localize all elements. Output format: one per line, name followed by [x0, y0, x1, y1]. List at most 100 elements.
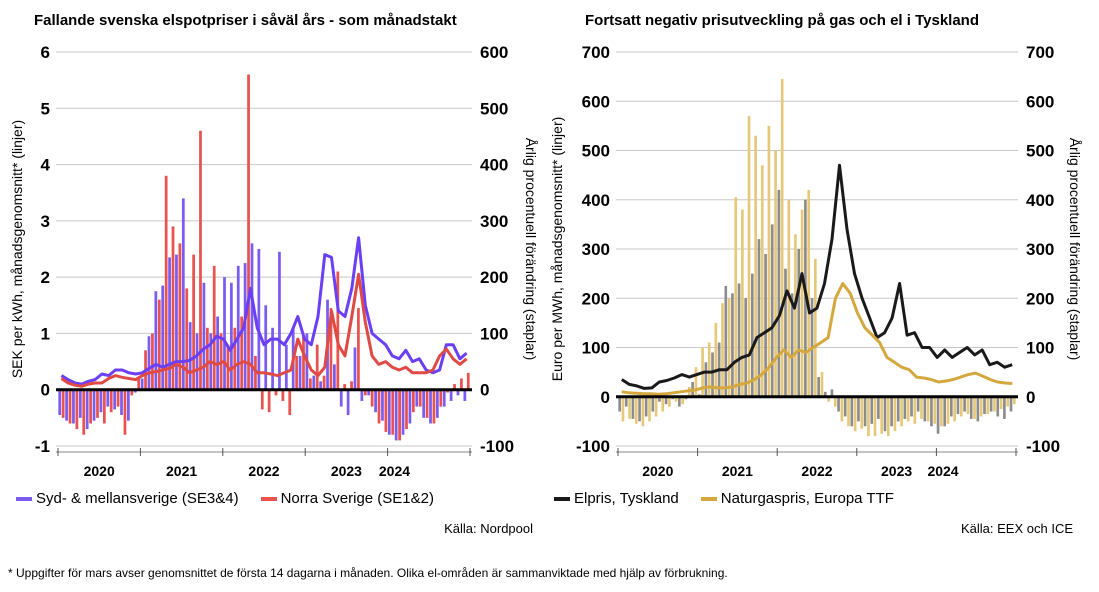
bar [963, 396, 966, 412]
y2-tick-label: 600 [480, 43, 508, 62]
y-tick-label: -1 [35, 437, 50, 456]
bar [661, 396, 665, 412]
bar [343, 384, 347, 390]
bar [956, 396, 960, 414]
bar [130, 389, 134, 396]
bar [817, 377, 820, 397]
bar [92, 389, 96, 421]
bar [916, 396, 920, 412]
y2-tick-label: -100 [1026, 437, 1060, 456]
bar [993, 396, 996, 412]
y2-tick-label: 400 [480, 156, 508, 175]
bar [350, 381, 353, 390]
bar [940, 396, 943, 427]
y-tick-label: 400 [582, 191, 610, 210]
bar [339, 389, 343, 407]
bar [794, 234, 797, 397]
bar [734, 197, 738, 397]
bar [312, 375, 316, 390]
bar [737, 283, 741, 397]
bar [724, 285, 728, 397]
bar [966, 396, 970, 414]
bar [727, 298, 731, 397]
x-tick-label: 2024 [379, 463, 410, 479]
x-tick-label: 2022 [248, 463, 279, 479]
bar [415, 389, 419, 407]
bar [873, 396, 877, 437]
bar [284, 344, 288, 390]
bar [370, 389, 374, 407]
bar [969, 396, 973, 419]
bar [137, 378, 141, 390]
bar [843, 396, 847, 417]
bar [436, 389, 439, 418]
bar [106, 389, 110, 407]
bar [185, 288, 189, 390]
bar [1006, 396, 1010, 407]
bar [367, 389, 371, 396]
y-tick-label: 2 [41, 268, 50, 287]
bar [923, 396, 927, 422]
bar [381, 389, 384, 421]
chart-left-panel: Fallande svenska elspotpriser i såväl år… [0, 0, 545, 545]
legend-swatch-elpris [554, 496, 570, 501]
bar [65, 389, 68, 421]
bar [195, 333, 199, 390]
bar [233, 327, 237, 390]
bar [411, 389, 415, 413]
y-axis-label: SEK per kWh, månadsgenomsnitt* (linjer) [9, 120, 25, 378]
x-tick-label: 2020 [84, 463, 115, 479]
bar [678, 396, 681, 407]
bar [624, 396, 628, 407]
bar [857, 396, 860, 422]
bar [618, 396, 621, 412]
bar [860, 396, 864, 429]
bar [983, 396, 986, 414]
bar [774, 150, 777, 397]
y-axis-label: Euro per MWh, månadsgenomsnitt* (linjer) [549, 117, 565, 382]
bar [840, 396, 844, 422]
bar [315, 344, 319, 390]
bar [757, 239, 761, 397]
x-tick-label: 2023 [881, 463, 912, 479]
legend: Elpris, Tyskland Naturgaspris, Europa TT… [554, 490, 916, 507]
bar [999, 396, 1003, 410]
bar [236, 265, 240, 390]
bar [877, 396, 880, 419]
bar [880, 396, 884, 434]
bar [644, 396, 648, 417]
bar [797, 249, 801, 397]
bar [230, 282, 233, 390]
bar [278, 251, 281, 390]
bar [322, 375, 326, 390]
bar [704, 362, 708, 397]
bar [432, 389, 436, 424]
bar [453, 384, 456, 390]
series-line [60, 236, 468, 386]
y2-tick-label: 600 [1026, 92, 1054, 111]
bar [164, 175, 168, 390]
bar [979, 396, 983, 417]
y2-tick-label: 200 [480, 268, 508, 287]
bar [674, 396, 678, 402]
bar [264, 305, 268, 390]
y2-axis-label: Årlig procentuell förändring (staplar) [1067, 138, 1083, 361]
y-tick-label: 200 [582, 289, 610, 308]
bar [986, 396, 990, 414]
bar [216, 316, 220, 390]
series-line [60, 272, 468, 388]
x-tick-label: 2023 [331, 463, 362, 479]
bar [883, 396, 887, 432]
bar [442, 389, 446, 407]
bar [920, 396, 923, 419]
bar [336, 271, 340, 390]
bar [82, 389, 86, 435]
bar [192, 254, 195, 390]
bar [900, 396, 903, 427]
y2-tick-label: -100 [480, 437, 514, 456]
x-tick-label: 2024 [927, 463, 958, 479]
bar [959, 396, 963, 417]
bar [439, 389, 443, 407]
bar [346, 389, 350, 416]
bar [853, 396, 857, 432]
